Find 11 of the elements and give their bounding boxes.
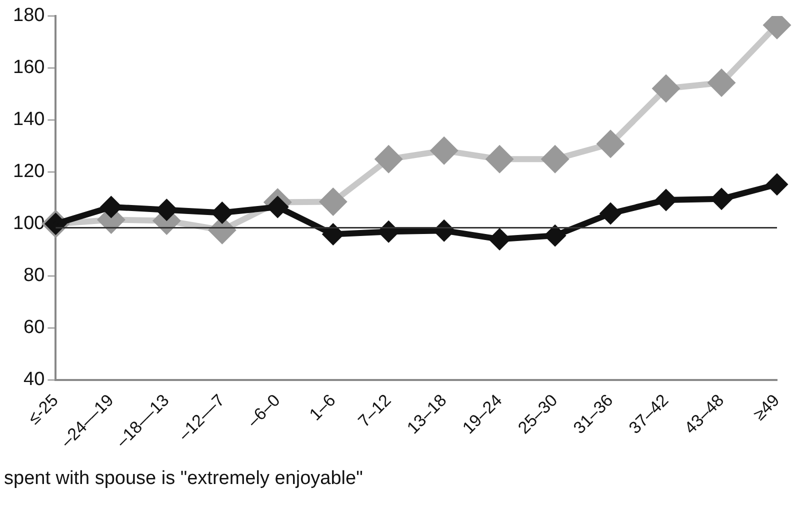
y-tick-label: 60 — [24, 317, 45, 338]
y-tick-label: 140 — [13, 109, 45, 130]
y-tick-label: 40 — [24, 369, 45, 390]
x-tick-label: 1–6 — [306, 390, 340, 424]
y-tick-label: 160 — [13, 57, 45, 78]
y-tick-label: 80 — [24, 265, 45, 286]
y-tick-label: 180 — [13, 5, 45, 26]
text: spent with spouse is "extremely enjoyable" — [4, 468, 363, 490]
y-tick-label: 120 — [13, 161, 45, 182]
y-tick-label: 100 — [13, 213, 45, 234]
x-tick-label: ≥49 — [750, 390, 784, 424]
